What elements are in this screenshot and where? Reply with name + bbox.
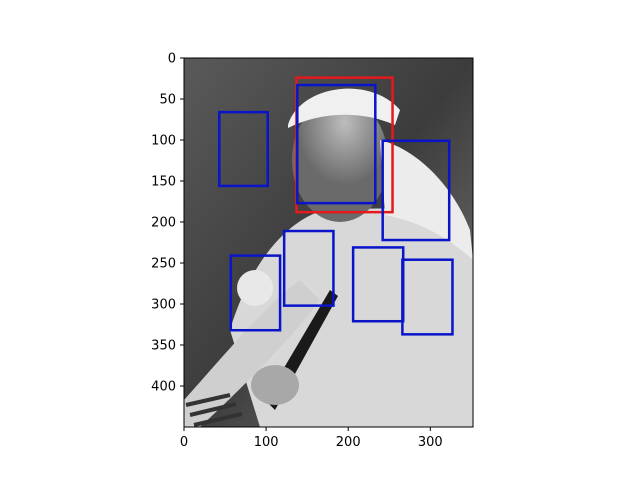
x-tick-label-2: 200 <box>336 435 361 450</box>
blue-box-1 <box>296 83 377 205</box>
x-tick-label-1: 100 <box>254 435 279 450</box>
y-tick-label-2: 100 <box>151 134 176 149</box>
axes-frame <box>183 57 474 428</box>
photo-sleeve-stripes <box>185 393 243 427</box>
blue-box-7 <box>401 258 454 336</box>
y-tick-label-7: 350 <box>151 339 176 354</box>
photo-face-region <box>292 98 388 222</box>
blue-box-3 <box>381 139 451 242</box>
boxes-layer <box>218 76 454 336</box>
photo-hand-region <box>251 365 299 405</box>
photo-cap-region <box>288 88 400 128</box>
y-tick-label-4: 200 <box>151 216 176 231</box>
y-tick-label-0: 0 <box>168 52 176 67</box>
y-tick-label-8: 400 <box>151 380 176 395</box>
y-tick-label-5: 250 <box>151 257 176 272</box>
blue-box-4 <box>282 229 335 307</box>
blue-box-5 <box>229 254 282 332</box>
y-tick-label-6: 300 <box>151 298 176 313</box>
y-tick-label-3: 150 <box>151 175 176 190</box>
photo-arm-region <box>184 280 320 427</box>
x-tick-label-0: 0 <box>180 435 188 450</box>
x-tick-label-3: 300 <box>418 435 443 450</box>
y-tick-label-1: 50 <box>159 93 176 108</box>
photo-ball-region <box>237 270 273 306</box>
x-axis: 0 100 200 300 <box>180 427 443 450</box>
blue-box-2 <box>218 110 269 188</box>
y-axis: 0 50 100 150 200 250 300 350 400 <box>151 52 184 395</box>
